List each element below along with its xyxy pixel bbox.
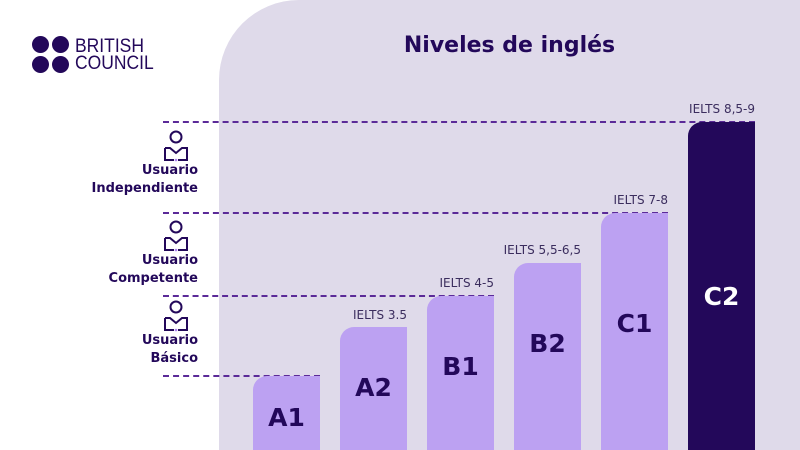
divider-b1: [163, 295, 494, 297]
bar-c1: C1: [601, 213, 668, 450]
logo-dots-icon: [32, 36, 69, 73]
bar-a2: A2: [340, 327, 407, 450]
logo-text: BRITISH COUNCIL: [75, 35, 154, 74]
user-label-competente: Usuario Competente: [48, 220, 198, 288]
user-label-basico: Usuario Básico: [48, 300, 198, 368]
ielts-b2: IELTS 5,5-6,5: [503, 243, 581, 257]
page-title: Niveles de inglés: [403, 33, 616, 58]
ielts-a2: IELTS 3.5: [353, 308, 407, 322]
bar-b2: B2: [514, 263, 581, 450]
bar-a1: A1: [253, 376, 320, 450]
divider-a1: [163, 375, 320, 377]
ielts-c2: IELTS 8,5-9: [689, 102, 755, 116]
ielts-c1: IELTS 7-8: [613, 193, 668, 207]
bar-c2: C2: [688, 122, 755, 450]
reader-icon: [164, 300, 188, 332]
reader-icon: [164, 220, 188, 252]
bar-b1: B1: [427, 296, 494, 450]
ielts-b1: IELTS 4-5: [439, 276, 494, 290]
british-council-logo: BRITISH COUNCIL: [32, 36, 161, 73]
user-label-independiente: Usuario Independiente: [48, 130, 198, 198]
divider-c1: [163, 212, 668, 214]
divider-c2: [163, 121, 755, 123]
reader-icon: [164, 130, 188, 162]
